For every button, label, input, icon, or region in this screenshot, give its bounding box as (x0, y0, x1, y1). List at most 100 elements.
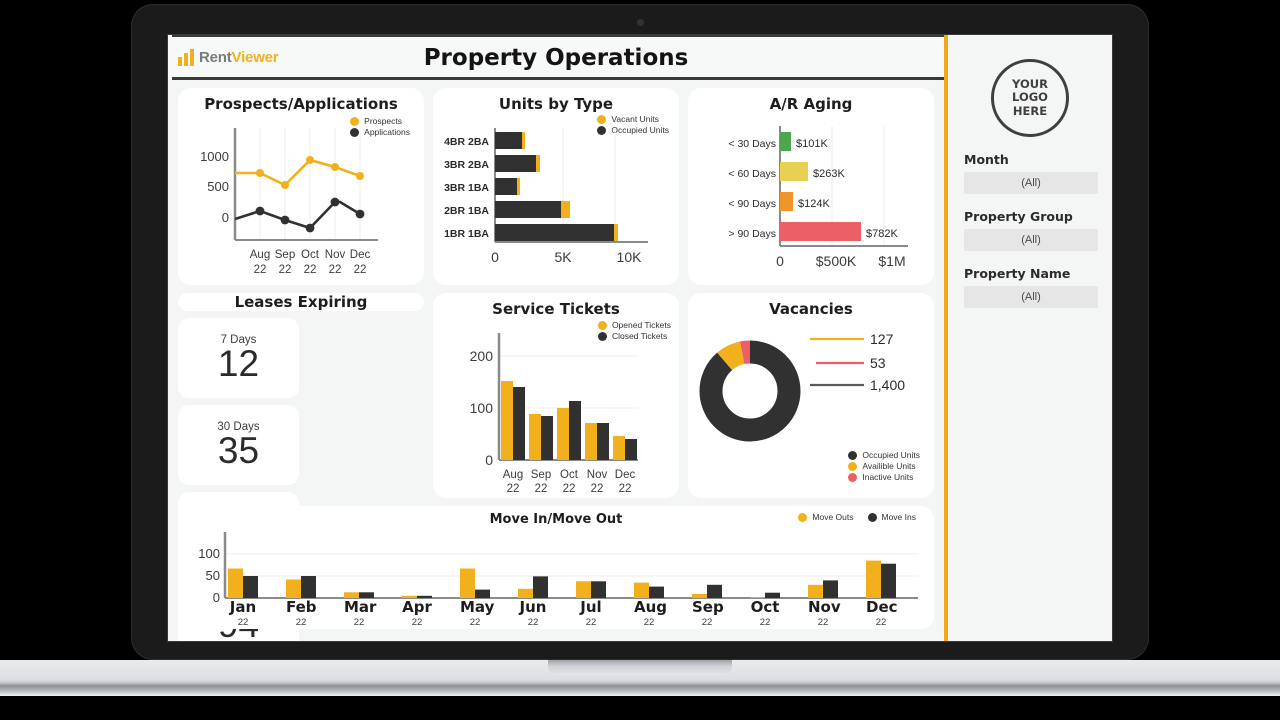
legend-item: Prospects (350, 116, 410, 126)
legend-swatch-icon (597, 331, 607, 341)
svg-text:2BR 1BA: 2BR 1BA (444, 205, 489, 217)
svg-text:22: 22 (354, 264, 367, 276)
svg-text:53: 53 (870, 355, 886, 371)
filter-panel: Month (All) Property Group (All) Propert… (962, 152, 1098, 308)
page-title: Property Operations (423, 44, 689, 71)
bar-chart-ar-aging: < 30 Days $101K < 60 Days $263K < 90 Day… (728, 126, 908, 269)
legend-label: Availible Units (862, 461, 916, 471)
kpi-value: 12 (217, 343, 260, 384)
card-service-tickets[interactable]: Service Tickets Opened Tickets Closed Ti… (433, 293, 679, 498)
axis-tick-label: Jul (580, 598, 602, 616)
bar-chart-icon (178, 48, 194, 66)
axis-tick-year: 22 (411, 617, 423, 628)
svg-text:$1M: $1M (878, 253, 905, 269)
svg-text:3BR 2BA: 3BR 2BA (444, 159, 489, 171)
card-vacancies[interactable]: Vacancies (688, 293, 934, 498)
legend-item: Availible Units (848, 461, 920, 471)
filter-select-property-group[interactable]: (All) (964, 229, 1098, 251)
legend-item: Occupied Units (848, 450, 920, 460)
card-title: Units by Type (498, 95, 614, 113)
dashboard-row-3: Move In/Move Out Move Outs Move Ins (178, 506, 934, 629)
legend-move-in-move-out: Move Outs Move Ins (798, 512, 916, 522)
bar-chart-service-tickets: 200 100 0 (470, 333, 638, 495)
svg-text:22: 22 (329, 264, 342, 276)
svg-text:Aug: Aug (503, 469, 523, 481)
legend-item: Closed Tickets (597, 331, 671, 341)
axis-tick-year: 22 (701, 617, 713, 628)
svg-text:22: 22 (535, 483, 548, 495)
svg-text:$124K: $124K (798, 198, 830, 210)
dashboard-row-2: Leases Expiring 7 Days 12 30 Days (178, 293, 934, 641)
filter-select-property-name[interactable]: (All) (964, 286, 1098, 308)
svg-text:100: 100 (470, 400, 494, 416)
axis-tick-label: Jun (519, 598, 547, 616)
bar-chart-units-by-type: 4BR 2BA 3BR 2BA 3BR 1BA (444, 128, 648, 265)
legend-swatch-icon (848, 461, 858, 471)
kpi-label: 7 Days (220, 334, 257, 346)
laptop-screen: RentViewer Property Operations Prospects… (167, 34, 1113, 642)
svg-text:5K: 5K (554, 249, 572, 265)
svg-text:22: 22 (507, 483, 520, 495)
legend-label: Occupied Units (611, 125, 669, 135)
svg-text:Sep: Sep (275, 249, 295, 261)
svg-text:< 90 Days: < 90 Days (728, 198, 776, 210)
axis-tick-label: Jan (229, 598, 257, 616)
bar-chart-move-in-move-out: 100 50 0 (198, 532, 918, 605)
legend-item: Move Ins (867, 512, 917, 522)
vertical-divider (944, 35, 948, 641)
svg-text:< 60 Days: < 60 Days (728, 168, 776, 180)
laptop-base-notch (548, 660, 732, 675)
card-units-by-type[interactable]: Units by Type Vacant Units Occupied Unit… (433, 88, 679, 285)
kpi-tile-30-days[interactable]: 30 Days 35 (178, 405, 299, 485)
svg-text:0: 0 (776, 253, 784, 269)
card-ar-aging[interactable]: A/R Aging < 30 Days $101K (688, 88, 934, 285)
kpi-tile-7-days[interactable]: 7 Days 12 (178, 318, 299, 398)
logo-placeholder: YOUR LOGO HERE (991, 59, 1069, 137)
logo-line-3: HERE (1012, 103, 1048, 118)
axis-tick-year: 22 (469, 617, 481, 628)
svg-text:< 30 Days: < 30 Days (728, 138, 776, 150)
legend-label: Move Ins (881, 512, 917, 522)
axis-tick-label: Oct (750, 598, 780, 616)
axis-tick-year: 22 (817, 617, 829, 628)
legend-swatch-icon (848, 450, 858, 460)
axis-tick-year: 22 (585, 617, 597, 628)
svg-text:1,400: 1,400 (870, 377, 905, 393)
svg-text:$500K: $500K (816, 253, 857, 269)
legend-item: Occupied Units (597, 125, 669, 135)
logo-line-1: YOUR (1012, 76, 1048, 91)
axis-tick-label: Sep (692, 598, 724, 616)
dashboard-topbar: RentViewer Property Operations (168, 35, 944, 80)
dashboard-grid: Prospects/Applications Prospects Applica… (168, 80, 944, 641)
legend-swatch-icon (597, 114, 607, 124)
filter-select-month[interactable]: (All) (964, 172, 1098, 194)
svg-text:200: 200 (470, 348, 494, 364)
svg-text:$782K: $782K (866, 228, 898, 240)
dashboard-row-1: Prospects/Applications Prospects Applica… (178, 88, 934, 285)
brand-name-part1: Rent (199, 49, 232, 66)
legend-units: Vacant Units Occupied Units (597, 114, 669, 135)
axis-tick-label: Nov (808, 598, 841, 616)
brand-name: RentViewer (199, 49, 279, 66)
brand-name-part2: Viewer (231, 49, 279, 66)
legend-swatch-icon (597, 125, 607, 135)
axis-tick-label: Feb (286, 598, 317, 616)
legend-item: Vacant Units (597, 114, 669, 124)
legend-label: Prospects (364, 116, 402, 126)
dashboard-main: RentViewer Property Operations Prospects… (168, 35, 944, 641)
svg-text:0: 0 (491, 249, 499, 265)
laptop-lid: RentViewer Property Operations Prospects… (131, 4, 1149, 660)
logo-line-2: LOGO (1012, 90, 1048, 105)
kpi-label: 30 Days (217, 421, 260, 433)
card-prospects-applications[interactable]: Prospects/Applications Prospects Applica… (178, 88, 424, 285)
svg-text:22: 22 (279, 264, 292, 276)
card-move-in-move-out[interactable]: Move In/Move Out Move Outs Move Ins (178, 506, 934, 629)
svg-text:10K: 10K (617, 249, 643, 265)
legend-swatch-icon (597, 320, 607, 330)
legend-swatch-icon (848, 472, 858, 482)
legend-service-tickets: Opened Tickets Closed Tickets (597, 320, 671, 341)
svg-text:4BR 2BA: 4BR 2BA (444, 136, 489, 148)
svg-text:Sep: Sep (531, 469, 551, 481)
svg-text:Oct: Oct (301, 249, 320, 261)
